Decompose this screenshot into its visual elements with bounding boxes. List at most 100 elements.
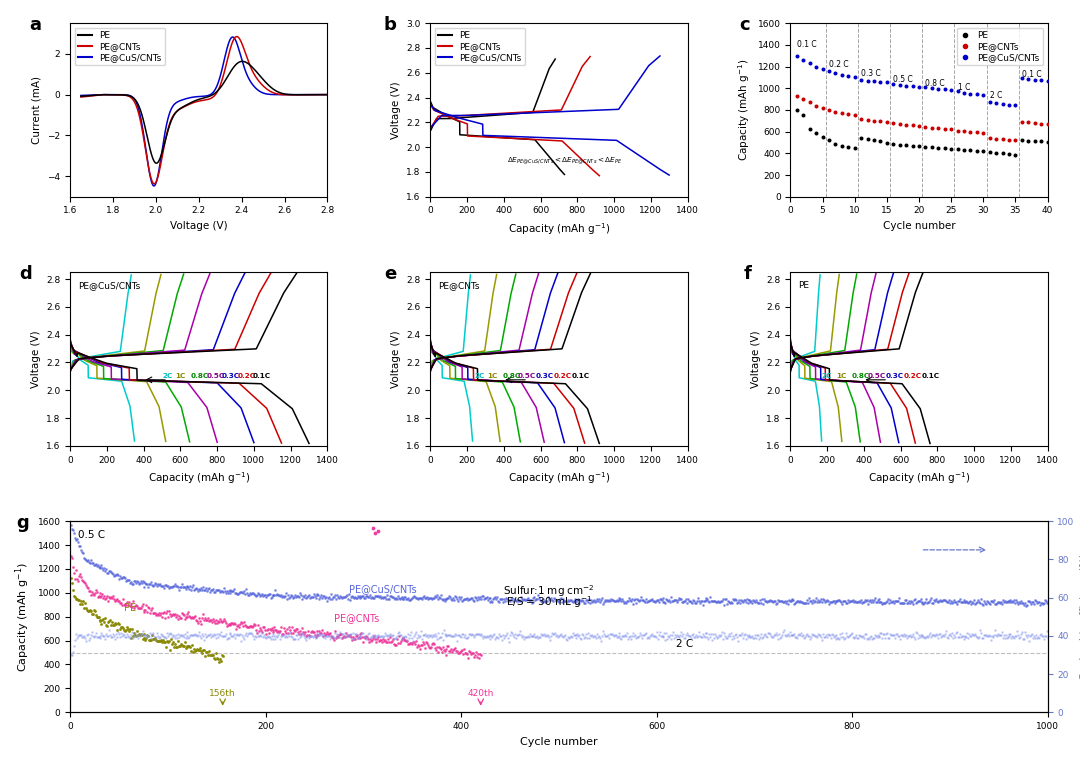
Point: [341, 628, 359, 641]
Point: [329, 591, 347, 603]
Point: [809, 594, 826, 606]
Point: [355, 592, 373, 604]
Point: [531, 594, 549, 606]
Point: [201, 614, 218, 626]
Point: [768, 628, 785, 641]
Point: [194, 630, 212, 642]
Point: [715, 598, 732, 611]
Point: [156, 605, 173, 618]
Point: [433, 627, 450, 639]
Point: [312, 629, 329, 641]
Point: [413, 639, 430, 651]
Point: [808, 126, 825, 139]
Point: [116, 599, 133, 611]
Point: [840, 629, 858, 641]
Point: [180, 583, 198, 595]
Point: [63, 572, 80, 584]
Point: [90, 561, 107, 573]
Point: [743, 631, 760, 643]
Point: [603, 594, 620, 606]
Point: [232, 615, 249, 628]
Point: [963, 628, 981, 641]
Point: [177, 641, 194, 654]
Point: [793, 627, 810, 639]
Point: [200, 629, 217, 641]
Point: [400, 638, 417, 650]
Point: [607, 628, 624, 641]
Point: [473, 590, 490, 602]
Point: [420, 591, 437, 604]
Point: [800, 630, 818, 642]
Point: [544, 628, 562, 640]
Point: [410, 592, 428, 604]
Point: [473, 630, 490, 642]
Point: [882, 629, 900, 641]
Point: [190, 644, 207, 656]
Point: [270, 625, 287, 638]
Point: [297, 634, 314, 646]
Point: [786, 598, 804, 610]
Point: [855, 631, 873, 644]
Point: [360, 591, 377, 604]
Point: [831, 633, 848, 645]
Point: [347, 630, 364, 642]
Point: [280, 628, 297, 640]
Point: [448, 635, 465, 648]
Point: [935, 594, 953, 607]
Point: [586, 595, 604, 608]
Point: [821, 104, 838, 116]
Point: [781, 594, 798, 607]
Point: [138, 632, 156, 644]
Point: [851, 596, 868, 608]
Point: [823, 595, 840, 608]
Point: [149, 579, 166, 591]
Point: [79, 604, 96, 617]
Point: [455, 628, 472, 640]
Point: [987, 629, 1004, 641]
Point: [91, 561, 108, 573]
Point: [97, 564, 114, 577]
Point: [807, 630, 824, 642]
Point: [366, 590, 383, 602]
Point: [581, 631, 598, 644]
Point: [124, 630, 141, 642]
Point: [106, 619, 123, 631]
Point: [286, 589, 303, 601]
Point: [67, 634, 84, 646]
Point: [820, 598, 837, 610]
Text: PE@CuS/CNTs: PE@CuS/CNTs: [349, 584, 417, 594]
Point: [322, 633, 339, 645]
Point: [359, 631, 376, 644]
Point: [849, 596, 866, 608]
Point: [503, 628, 521, 640]
Point: [411, 643, 429, 655]
Point: [878, 595, 895, 608]
Point: [288, 623, 306, 635]
Point: [442, 591, 459, 603]
Point: [329, 629, 347, 641]
Point: [852, 112, 869, 125]
Point: [185, 629, 202, 641]
Point: [230, 588, 247, 600]
Point: [600, 632, 618, 644]
Point: [406, 590, 423, 602]
Point: [247, 591, 265, 603]
Point: [862, 630, 879, 642]
Point: [95, 630, 112, 642]
Point: [230, 619, 247, 631]
Point: [476, 591, 494, 604]
Text: 0.3C: 0.3C: [886, 373, 904, 380]
Point: [738, 629, 755, 641]
Point: [732, 594, 750, 606]
Point: [463, 628, 481, 641]
Point: [903, 595, 920, 608]
Point: [920, 595, 937, 608]
Point: [149, 630, 166, 642]
Point: [834, 598, 851, 610]
Point: [707, 630, 725, 642]
Text: 156th: 156th: [210, 689, 237, 698]
Point: [742, 595, 759, 608]
Text: PE: PE: [798, 281, 809, 290]
Point: [1039, 632, 1056, 644]
Point: [104, 616, 121, 628]
